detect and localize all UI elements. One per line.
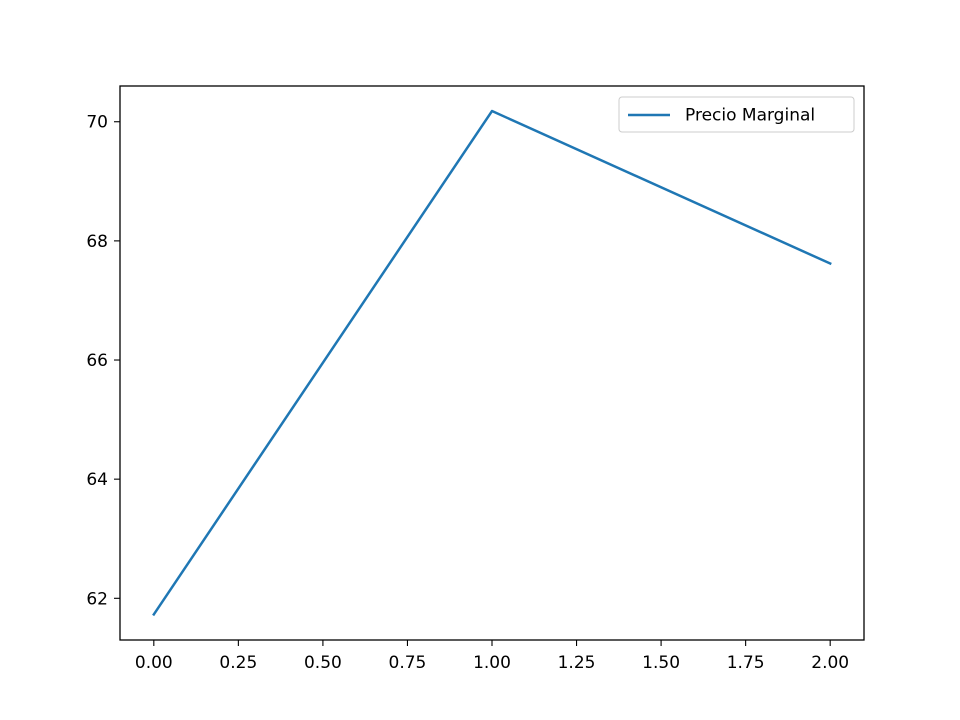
y-tick-label: 68	[86, 232, 108, 252]
x-axis: 0.00 0.25 0.50 0.75 1.00 1.25 1.50 1.75 2.00	[135, 640, 849, 673]
x-tick-label: 0.75	[389, 653, 427, 673]
y-tick-label: 66	[86, 351, 108, 371]
x-tick-label: 2.00	[811, 653, 849, 673]
x-tick-label: 0.50	[304, 653, 342, 673]
y-tick-label: 64	[86, 470, 108, 490]
legend-box	[618, 96, 855, 133]
y-tick-label: 70	[86, 113, 108, 133]
x-tick-label: 0.00	[135, 653, 173, 673]
x-tick-label: 1.25	[558, 653, 596, 673]
y-axis: 62 64 66 68 70	[86, 113, 120, 609]
series-line	[152, 109, 832, 617]
x-tick-label: 0.25	[219, 653, 257, 673]
legend: Precio Marginal	[618, 96, 855, 133]
x-tick-label: 1.75	[727, 653, 765, 673]
x-tick-label: 1.00	[473, 653, 511, 673]
x-tick-label: 1.50	[642, 653, 680, 673]
legend-label: Precio Marginal	[685, 106, 815, 126]
series-layer	[152, 109, 832, 617]
y-tick-label: 62	[86, 589, 108, 609]
